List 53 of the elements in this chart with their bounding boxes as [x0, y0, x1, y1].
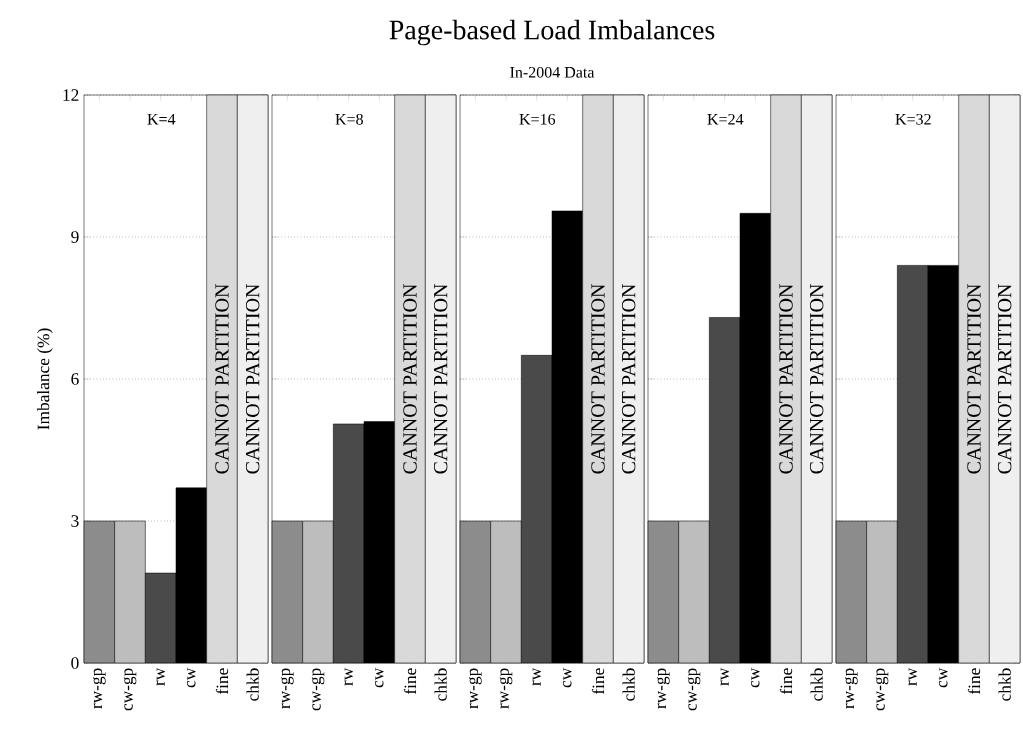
- y-tick-label: 12: [63, 89, 79, 101]
- x-tick-label: cw-gp: [123, 668, 137, 711]
- y-tick-label: 3: [71, 515, 79, 527]
- data-label: CANNOT PARTITION: [997, 284, 1012, 474]
- y-tick-label: 6: [71, 373, 79, 385]
- x-tick-label: fine: [215, 668, 229, 695]
- annotation: K=24: [707, 113, 744, 125]
- x-tick-label: cw: [751, 667, 760, 688]
- data-label: CANNOT PARTITION: [621, 284, 636, 474]
- x-tick-label: rw: [908, 667, 917, 686]
- x-tick-label: cw: [939, 667, 948, 688]
- data-label: CANNOT PARTITION: [215, 284, 229, 474]
- x-tick-label: chkb: [246, 668, 259, 701]
- x-tick-label: chkb: [998, 668, 1011, 701]
- annotation: K=32: [895, 113, 931, 125]
- y-tick-label: 9: [71, 231, 79, 243]
- chart-title: Page-based Load Imbalances: [389, 19, 715, 46]
- annotation: K=8: [335, 113, 363, 125]
- data-label: CANNOT PARTITION: [967, 284, 981, 474]
- x-tick-label: cw-gp: [687, 668, 701, 711]
- x-tick-label: cw-gp: [875, 668, 889, 711]
- x-tick-label: rw-gp: [657, 668, 670, 709]
- x-tick-label: rw: [532, 667, 541, 686]
- annotation: K=4: [147, 113, 176, 125]
- data-label: CANNOT PARTITION: [245, 284, 260, 474]
- data-label: CANNOT PARTITION: [779, 284, 793, 474]
- annotation: K=16: [519, 113, 556, 125]
- x-tick-label: rw-gp: [281, 668, 294, 709]
- x-tick-label: chkb: [622, 668, 635, 701]
- x-tick-label: rw: [156, 667, 165, 686]
- x-tick-label: rw-gp: [469, 668, 482, 709]
- x-tick-label: cw: [187, 667, 196, 688]
- x-tick-label: chkb: [810, 668, 823, 701]
- x-tick-label: chkb: [434, 668, 447, 701]
- x-tick-label: cw: [563, 667, 572, 688]
- x-tick-label: cw-gp: [311, 668, 325, 711]
- y-tick-label: 0: [71, 657, 79, 669]
- x-tick-label: fine: [779, 668, 793, 695]
- data-label: CANNOT PARTITION: [591, 284, 605, 474]
- data-label: CANNOT PARTITION: [403, 284, 417, 474]
- x-tick-label: rw-gp: [93, 668, 106, 709]
- x-tick-label: cw: [375, 667, 384, 688]
- x-tick-label: fine: [591, 668, 605, 695]
- data-label: CANNOT PARTITION: [433, 284, 448, 474]
- x-tick-label: rw-gp: [499, 668, 513, 709]
- x-tick-label: fine: [967, 668, 981, 695]
- x-tick-label: rw: [344, 667, 353, 686]
- x-tick-label: rw: [720, 667, 729, 686]
- y-axis-title: Imbalance (%): [37, 328, 53, 430]
- chart-subtitle: In-2004 Data: [510, 66, 595, 78]
- x-tick-label: rw-gp: [845, 668, 858, 709]
- x-tick-label: fine: [403, 668, 417, 695]
- data-label: CANNOT PARTITION: [809, 284, 824, 474]
